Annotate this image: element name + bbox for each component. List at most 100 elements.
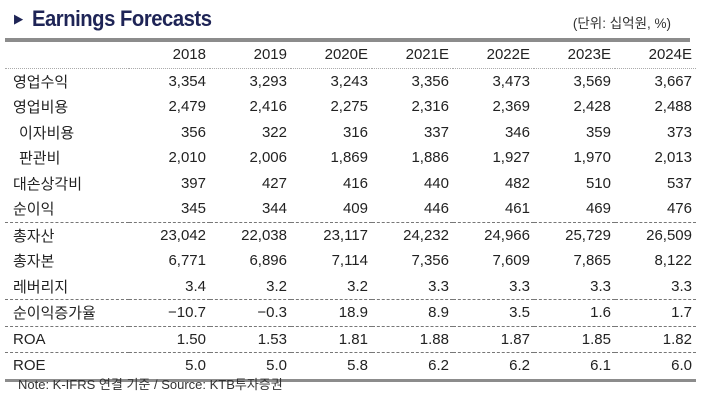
cell-value: 476	[615, 196, 696, 223]
cell-value: 6.1	[534, 352, 615, 382]
triangle-right-icon: ▶	[14, 11, 23, 26]
cell-value: 22,038	[241, 226, 287, 244]
table-row: ROA 1.50 1.53 1.81 1.88 1.87 1.85 1.82	[5, 326, 696, 353]
cell-value: 1,886	[411, 149, 449, 167]
table-row: ROE 5.0 5.0 5.8 6.2 6.2 6.1 6.0	[5, 352, 696, 382]
row-label: ROE	[5, 352, 129, 382]
unit-label: (단위: 십억원, %)	[572, 16, 671, 31]
cell-value: 7,114	[331, 252, 368, 270]
cell-value: 440	[423, 174, 449, 192]
cell-value: 2,275	[330, 98, 368, 116]
table-row: 레버리지 3.4 3.2 3.2 3.3 3.3 3.3 3.3	[5, 273, 696, 300]
table-row: 영업비용 2,479 2,416 2,275 2,316 2,369 2,428 2,488	[5, 94, 696, 120]
cell-value: 7,356	[411, 252, 449, 270]
column-header: 2021E	[372, 42, 453, 69]
cell-value: 6.2	[453, 352, 534, 382]
cell-value: 2,010	[168, 149, 206, 167]
row-label: 영업비용	[13, 99, 69, 117]
cell-value: 3.3	[534, 273, 615, 300]
row-label: 이자비용	[19, 124, 75, 142]
cell-value: 1.6	[534, 299, 615, 327]
cell-value: 2,428	[573, 98, 611, 116]
cell-value: 3.2	[210, 273, 291, 300]
cell-value: 3.3	[615, 273, 696, 300]
cell-value: 1.87	[453, 326, 534, 353]
column-header: 2018	[129, 42, 210, 69]
cell-value: 397	[180, 174, 206, 192]
column-header: 2023E	[534, 42, 615, 69]
column-header: 2020E	[291, 42, 372, 69]
header-blank	[5, 42, 129, 69]
cell-value: 26,509	[646, 226, 692, 244]
cell-value: 2,013	[654, 149, 692, 167]
cell-value: 3.3	[453, 273, 534, 300]
cell-value: 1.7	[615, 299, 696, 327]
cell-value: 5.8	[291, 352, 372, 382]
cell-value: 537	[666, 174, 692, 192]
cell-value: 1,970	[573, 149, 611, 167]
row-label: 순이익	[5, 196, 129, 223]
column-header: 2024E	[615, 42, 696, 69]
cell-value: 1.88	[372, 326, 453, 353]
table-row: 판관비 2,010 2,006 1,869 1,886 1,927 1,970 2,013	[5, 145, 696, 171]
cell-value: 344	[210, 196, 291, 223]
cell-value: 3,473	[492, 72, 530, 90]
table-row: 순이익 345 344 409 446 461 469 476	[5, 196, 696, 223]
cell-value: 1.81	[291, 326, 372, 353]
cell-value: 1.50	[129, 326, 210, 353]
cell-value: 409	[291, 196, 372, 223]
row-label: 레버리지	[5, 273, 129, 300]
cell-value: 24,232	[403, 226, 449, 244]
header-row: 2018 2019 2020E 2021E 2022E 2023E 2024E	[5, 42, 696, 69]
cell-value: 337	[423, 123, 449, 141]
cell-value: 1,927	[492, 149, 530, 167]
cell-value: −0.3	[210, 299, 291, 327]
cell-value: 359	[585, 123, 611, 141]
cell-value: 23,042	[160, 226, 206, 244]
cell-value: 2,369	[492, 98, 530, 116]
cell-value: 6.2	[372, 352, 453, 382]
cell-value: 25,729	[565, 226, 611, 244]
cell-value: 346	[504, 123, 530, 141]
cell-value: −10.7	[129, 299, 210, 327]
cell-value: 1.53	[210, 326, 291, 353]
cell-value: 427	[261, 174, 287, 192]
cell-value: 373	[666, 123, 692, 141]
cell-value: 469	[534, 196, 615, 223]
cell-value: 6.0	[615, 352, 696, 382]
column-header: 2019	[210, 42, 291, 69]
row-label: 총자본	[13, 253, 55, 271]
table-row: 총자산 23,042 22,038 23,117 24,232 24,966 25,729 2…	[5, 222, 696, 248]
row-label: 대손상각비	[13, 175, 83, 193]
cell-value: 416	[342, 174, 368, 192]
cell-value: 2,416	[249, 98, 287, 116]
cell-value: 7,865	[573, 252, 611, 270]
row-label: 순이익증가율	[5, 299, 129, 327]
cell-value: 3,356	[411, 72, 449, 90]
cell-value: 510	[585, 174, 611, 192]
earnings-table: 2018 2019 2020E 2021E 2022E 2023E 2024E 영업수익 3,…	[5, 42, 696, 382]
cell-value: 5.0	[210, 352, 291, 382]
cell-value: 3,667	[654, 72, 692, 90]
cell-value: 446	[372, 196, 453, 223]
cell-value: 8,122	[654, 252, 692, 270]
cell-value: 1.85	[534, 326, 615, 353]
cell-value: 3,293	[249, 72, 287, 90]
cell-value: 3,243	[330, 72, 368, 90]
cell-value: 5.0	[129, 352, 210, 382]
cell-value: 316	[342, 123, 368, 141]
table-row: 총자본 6,771 6,896 7,114 7,356 7,609 7,865 8,122	[5, 248, 696, 274]
cell-value: 3.5	[453, 299, 534, 327]
row-label: 영업수익	[13, 73, 69, 91]
cell-value: 2,479	[168, 98, 206, 116]
cell-value: 6,771	[168, 252, 206, 270]
cell-value: 3.4	[129, 273, 210, 300]
table-row: 이자비용 356 322 316 337 346 359 373	[5, 120, 696, 146]
cell-value: 8.9	[372, 299, 453, 327]
page-title: ▶ Earnings Forecasts	[14, 6, 212, 32]
table-row: 대손상각비 397 427 416 440 482 510 537	[5, 171, 696, 197]
row-label: ROA	[5, 326, 129, 353]
row-label: 총자산	[13, 227, 55, 245]
cell-value: 322	[261, 123, 287, 141]
top-rule	[5, 38, 690, 42]
